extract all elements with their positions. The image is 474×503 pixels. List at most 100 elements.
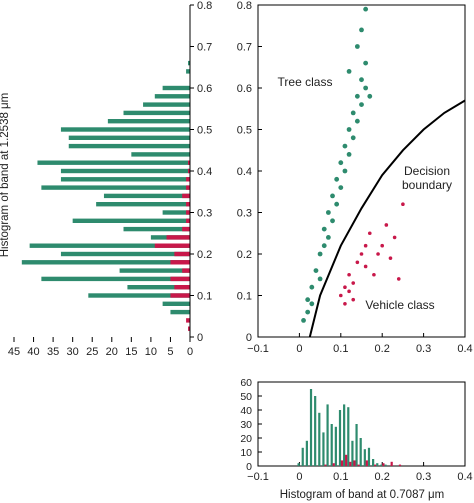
scatter-xtick-label: 0.4 <box>457 343 472 355</box>
scatter-ticks: −0.1 0 0.1 0.2 0.3 0.400.10.20.30.40.50.60.70… <box>237 0 473 355</box>
tree-point <box>346 69 352 74</box>
tree-hist-bar <box>343 404 346 466</box>
tree-hist-bar <box>123 110 190 116</box>
scatter-ytick-label: 0.6 <box>237 83 252 95</box>
vehicle-hist-bar <box>390 461 393 466</box>
tree-hist-bar <box>88 293 190 298</box>
tree-hist-bar <box>359 438 362 466</box>
tree-point <box>325 235 331 240</box>
tree-hist-bar <box>107 119 190 124</box>
tree-hist-bar <box>322 432 325 466</box>
vehicle-point <box>363 264 368 269</box>
tree-hist-bar <box>318 412 321 466</box>
tree-hist-bar <box>170 309 190 315</box>
decision-label: Decision <box>404 164 450 178</box>
tree-hist-bar <box>119 268 190 273</box>
vehicle-point <box>339 293 343 298</box>
scatter-xtick-label: 0.1 <box>333 343 348 355</box>
bottom-histogram-xtick-label: 0.4 <box>457 471 472 483</box>
vehicle-hist-bar <box>174 251 190 257</box>
left-histogram-xtick-label: 30 <box>67 346 79 358</box>
vehicle-hist-bar <box>332 463 335 466</box>
left-histogram-xtick-label: 15 <box>125 346 137 358</box>
left-histogram-ytick-label: 0 <box>197 332 203 344</box>
tree-hist-bar <box>363 449 366 466</box>
vehicle-hist-bar <box>186 318 190 323</box>
tree-hist-bar <box>355 424 358 466</box>
scatter-ytick-label: 0.7 <box>237 42 252 54</box>
vehicle-points <box>339 202 405 306</box>
left-histogram-xtick-label: 10 <box>145 346 157 358</box>
tree-hist-bar <box>21 260 191 265</box>
tree-point <box>338 185 344 191</box>
tree-hist-bar <box>96 202 190 207</box>
scatter-ytick-label: 0.2 <box>237 249 252 261</box>
scatter-ytick-label: 0.3 <box>237 208 252 220</box>
tree-point <box>317 251 323 257</box>
tree-point <box>334 201 340 207</box>
left-histogram-bars <box>21 60 191 331</box>
vehicle-point <box>355 260 360 265</box>
scatter-plot: −0.1 0 0.1 0.2 0.3 0.400.10.20.30.40.50.60.70… <box>237 0 473 355</box>
left-histogram-xtick-label: 40 <box>27 346 39 358</box>
vehicle-hist-bar <box>182 226 190 232</box>
tree-hist-bar <box>372 459 375 466</box>
tree-point <box>317 276 323 282</box>
tree-point <box>330 193 335 199</box>
left-histogram-xtick-label: 20 <box>106 346 118 358</box>
tree-hist-bar <box>60 177 190 182</box>
left-histogram-xtick-label: 25 <box>86 346 98 358</box>
tree-point <box>309 284 315 290</box>
vehicle-hist-bar <box>374 464 377 466</box>
vehicle-point <box>343 302 347 306</box>
left-histogram-ytick-label: 0.7 <box>197 42 212 54</box>
tree-hist-bar <box>127 285 190 290</box>
tree-point <box>313 268 319 273</box>
bottom-histogram-ytick-label: 10 <box>240 447 252 459</box>
tree-hist-bar <box>380 464 383 466</box>
tree-point <box>342 168 348 174</box>
tree-point <box>363 85 369 91</box>
tree-point <box>367 93 373 99</box>
tree-hist-bar <box>162 301 190 306</box>
left-histogram-ytick-label: 0.2 <box>197 249 212 261</box>
tree-point <box>359 102 364 107</box>
tree-hist-bar <box>186 69 190 74</box>
bottom-histogram-ytick-label: 50 <box>240 391 252 403</box>
tree-hist-bar <box>131 152 190 157</box>
left-histogram-ytick-label: 0.3 <box>197 208 212 220</box>
bottom-histogram-xtick-label: 0.3 <box>416 471 431 483</box>
tree-hist-bar <box>376 463 379 466</box>
scatter-xtick-label: −0.1 <box>247 343 269 355</box>
bottom-histogram-xtick-label: 0.2 <box>375 471 390 483</box>
vehicle-point <box>376 252 380 256</box>
tree-point <box>301 318 306 323</box>
vehicle-hist-bar <box>186 202 190 207</box>
vehicle-point <box>351 281 356 285</box>
tree-point <box>305 309 311 315</box>
scatter-ytick-label: 0.1 <box>237 291 252 303</box>
tree-hist-bar <box>384 464 387 466</box>
tree-hist-bar <box>330 424 333 466</box>
vehicle-hist-bar <box>340 460 344 466</box>
vehicle-hist-bar <box>382 463 385 466</box>
vehicle-hist-bar <box>186 185 190 190</box>
vehicle-hist-bar <box>154 243 190 248</box>
vehicle-point <box>396 277 401 281</box>
vehicle-point <box>392 235 397 240</box>
vehicle-point <box>401 202 405 206</box>
vehicle-hist-bar <box>398 464 402 466</box>
tree-hist-bar <box>301 447 304 466</box>
tree-point <box>305 297 311 303</box>
bottom-histogram-xtick-label: −0.1 <box>247 471 269 483</box>
tree-points <box>301 6 373 323</box>
tree-hist-bar <box>143 102 190 107</box>
tree-hist-bar <box>347 407 350 466</box>
vehicle-point <box>343 285 347 290</box>
tree-point <box>342 143 348 149</box>
tree-hist-bar <box>334 426 337 466</box>
tree-hist-bar <box>351 440 354 466</box>
tree-hist-bar <box>123 226 190 232</box>
